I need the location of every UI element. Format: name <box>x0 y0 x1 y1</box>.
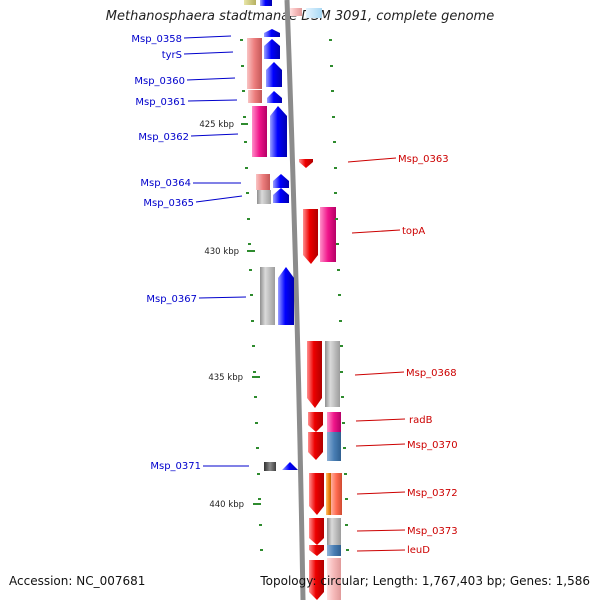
gene-leader-line <box>355 418 406 422</box>
kbp-tick-label: 425 kbp <box>199 120 234 130</box>
gene-label-msp-0360[interactable]: Msp_0360 <box>134 76 185 87</box>
reverse-gene-labels: Msp_0363 topA Msp_0368 radB Msp_0370 Msp… <box>347 154 458 556</box>
gene-label-msp-0373[interactable]: Msp_0373 <box>407 526 458 537</box>
gene-label-msp-0363[interactable]: Msp_0363 <box>398 154 449 165</box>
genome-backbone <box>284 0 306 600</box>
kbp-tick-label: 430 kbp <box>204 247 239 257</box>
minor-ticks <box>240 39 349 551</box>
genome-stats-text: Topology: circular; Length: 1,767,403 bp… <box>260 574 590 588</box>
gene-leader-line <box>354 371 405 376</box>
gene-leader-line <box>183 51 234 55</box>
gene-leader-line <box>183 35 232 39</box>
gene-leader-line <box>356 491 406 495</box>
gene-label-msp-0371[interactable]: Msp_0371 <box>150 461 201 472</box>
reverse-cog-bars <box>320 207 342 600</box>
forward-gene-labels: Msp_0358 tyrS Msp_0360 Msp_0361 Msp_0362… <box>131 34 249 472</box>
gene-leader-line <box>190 133 239 137</box>
gene-label-tyrs[interactable]: tyrS <box>162 50 182 61</box>
gene-label-msp-0370[interactable]: Msp_0370 <box>407 440 458 451</box>
gene-label-radb[interactable]: radB <box>409 415 433 426</box>
map-title: Methanosphaera stadtmanae DSM 3091, comp… <box>105 9 495 24</box>
gene-label-msp-0365[interactable]: Msp_0365 <box>143 198 194 209</box>
gene-label-msp-0358[interactable]: Msp_0358 <box>131 34 182 45</box>
kbp-ticks: 425 kbp 430 kbp 435 kbp 440 kbp <box>199 120 261 510</box>
gene-label-leud[interactable]: leuD <box>407 545 430 556</box>
gene-leader-line <box>355 443 406 447</box>
kbp-tick-label: 435 kbp <box>208 373 243 383</box>
gene-label-msp-0364[interactable]: Msp_0364 <box>140 178 191 189</box>
gene-label-msp-0367[interactable]: Msp_0367 <box>146 294 197 305</box>
gene-label-msp-0368[interactable]: Msp_0368 <box>406 368 457 379</box>
gene-leader-line <box>356 529 406 532</box>
gene-leader-line <box>187 99 238 102</box>
gene-leader-line <box>198 296 247 299</box>
forward-cog-bars <box>247 38 276 471</box>
forward-gene-arrows <box>264 29 298 470</box>
accession-text: Accession: NC_007681 <box>9 574 146 588</box>
gene-leader-line <box>351 229 401 234</box>
gene-label-topa[interactable]: topA <box>402 226 425 237</box>
gene-label-msp-0362[interactable]: Msp_0362 <box>138 132 189 143</box>
gene-leader-line <box>356 549 406 552</box>
gene-label-msp-0361[interactable]: Msp_0361 <box>135 97 186 108</box>
gene-leader-line <box>195 195 243 203</box>
kbp-tick-label: 440 kbp <box>209 500 244 510</box>
gene-leader-line <box>347 157 397 163</box>
top-partial-features <box>244 0 322 18</box>
gene-leader-line <box>186 77 236 81</box>
reverse-gene-arrows <box>299 159 324 600</box>
gene-label-msp-0372[interactable]: Msp_0372 <box>407 488 458 499</box>
map-footer: Accession: NC_007681 Topology: circular;… <box>0 574 600 594</box>
